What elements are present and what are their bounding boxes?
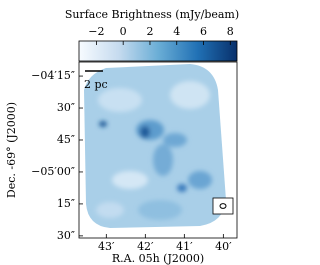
plot-frame <box>78 61 238 239</box>
y-tick-label: 45″ <box>57 133 75 146</box>
colorbar-tick-label: −2 <box>88 25 104 38</box>
colorbar-tick-label: 6 <box>200 25 207 38</box>
x-tick-label: 41′ <box>176 240 193 253</box>
beam-box <box>212 197 234 215</box>
y-tick-label: 15″ <box>57 197 75 210</box>
x-tick-label: 42′ <box>137 240 154 253</box>
colorbar <box>78 40 238 62</box>
scale-label: 2 pc <box>84 78 108 91</box>
x-tick-label: 43′ <box>98 240 115 253</box>
chart: Surface Brightness (mJy/beam) 2 pc R.A. … <box>5 8 239 265</box>
beam <box>219 203 227 209</box>
colorbar-tick-label: 2 <box>146 25 153 38</box>
y-tick-label: −05′00″ <box>31 165 75 178</box>
colorbar-tick-label: 4 <box>173 25 180 38</box>
sky-image <box>84 64 226 228</box>
y-tick-label: 30″ <box>57 229 75 242</box>
colorbar-tick-label: 0 <box>120 25 127 38</box>
y-tick-label: −04′15″ <box>31 69 75 82</box>
x-tick-label: 40′ <box>215 240 232 253</box>
colorbar-tick-label: 8 <box>227 25 234 38</box>
x-axis-label: R.A. 05h (J2000) <box>112 252 204 265</box>
y-tick-label: 30″ <box>57 101 75 114</box>
colorbar-label: Surface Brightness (mJy/beam) <box>65 8 239 21</box>
y-axis-label: Dec. -69° (J2000) <box>5 102 18 198</box>
